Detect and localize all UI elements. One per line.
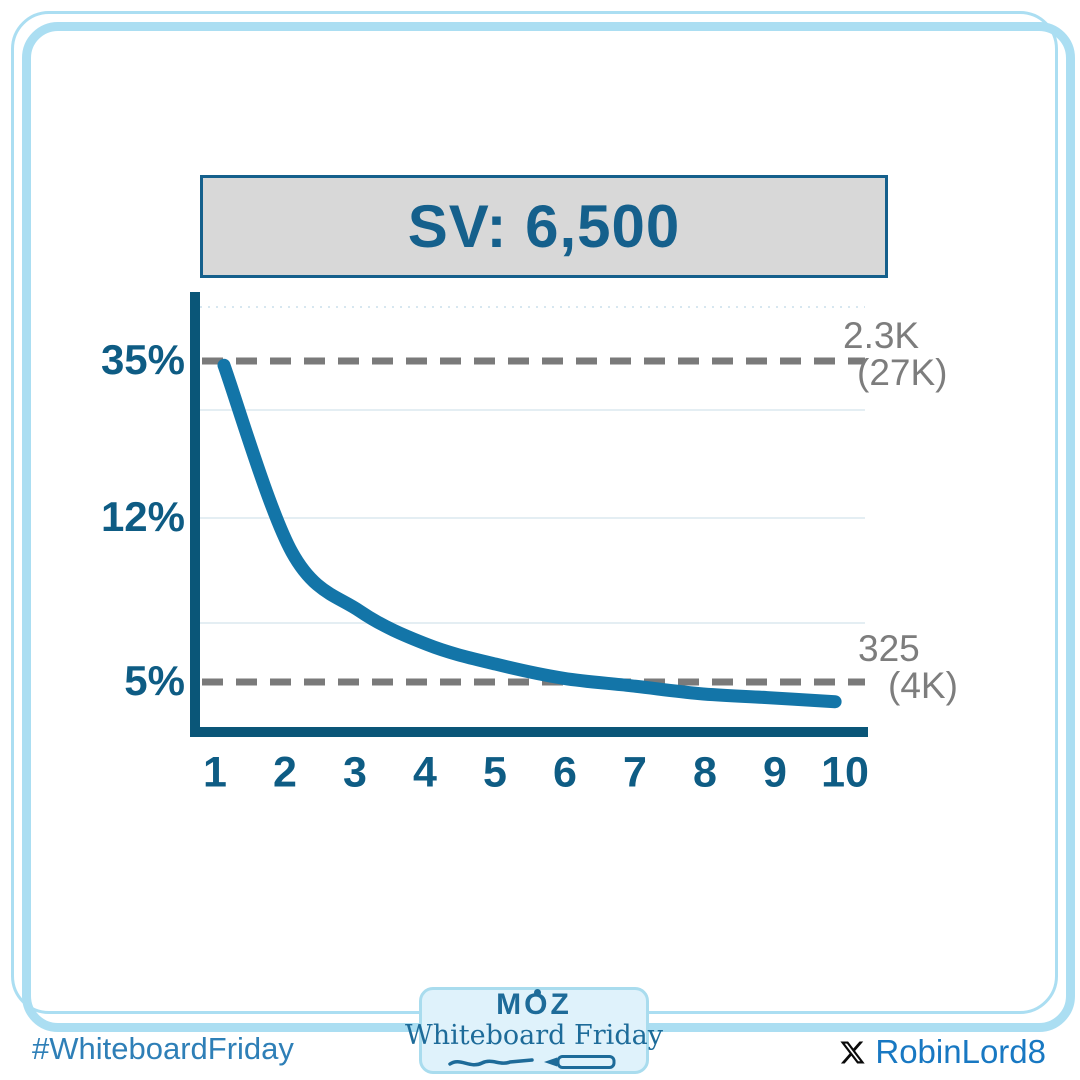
y-axis-tick-label: 12% bbox=[100, 493, 185, 541]
x-axis-tick-label: 6 bbox=[553, 748, 577, 797]
x-axis-tick-label: 8 bbox=[693, 748, 717, 797]
annotation-5pct: 325 (4K) bbox=[856, 630, 958, 704]
moz-logo: MOZ bbox=[496, 988, 572, 1021]
x-axis-tick-label: 3 bbox=[343, 748, 367, 797]
search-volume-label: SV: 6,500 bbox=[407, 193, 681, 260]
plot-area bbox=[190, 292, 868, 737]
x-axis-tick-label: 10 bbox=[821, 748, 869, 797]
search-volume-title-box: SV: 6,500 bbox=[200, 175, 888, 278]
moz-logo-dot bbox=[534, 989, 541, 996]
moz-logo-text: MOZ bbox=[496, 988, 572, 1021]
ctr-curve bbox=[217, 358, 842, 709]
x-axis-tick-label: 5 bbox=[483, 748, 507, 797]
hashtag-text: #WhiteboardFriday bbox=[32, 1031, 294, 1066]
author-handle: RobinLord8 bbox=[875, 1033, 1046, 1070]
x-axis-tick-label: 4 bbox=[413, 748, 437, 797]
ctr-curve-chart: 35% 12% 5% 1 2 3 4 5 6 7 8 9 10 2.3K (27K) 325 (4… bbox=[100, 290, 990, 800]
x-axis-tick-label: 1 bbox=[203, 748, 227, 797]
x-axis-tick-label: 2 bbox=[273, 748, 297, 797]
y-axis-tick-label: 35% bbox=[100, 336, 185, 384]
whiteboard-friday-wordmark: Whiteboard Friday bbox=[405, 1020, 663, 1051]
annotation-impressions-value: (4K) bbox=[888, 665, 958, 706]
x-twitter-logo-icon bbox=[840, 1041, 866, 1063]
y-axis-tick-label: 5% bbox=[124, 657, 185, 705]
moz-whiteboard-friday-badge: MOZ Whiteboard Friday bbox=[405, 987, 663, 1074]
annotation-clicks-value: 325 bbox=[858, 628, 920, 669]
annotation-clicks-value: 2.3K bbox=[843, 315, 920, 356]
author-credit: RobinLord8 bbox=[839, 1033, 1046, 1071]
marker-doodle-icon bbox=[448, 1055, 616, 1069]
annotation-35pct: 2.3K (27K) bbox=[843, 317, 947, 391]
x-axis-tick-label: 7 bbox=[623, 748, 647, 797]
annotation-impressions-value: (27K) bbox=[857, 352, 948, 393]
x-axis-tick-label: 9 bbox=[763, 748, 787, 797]
